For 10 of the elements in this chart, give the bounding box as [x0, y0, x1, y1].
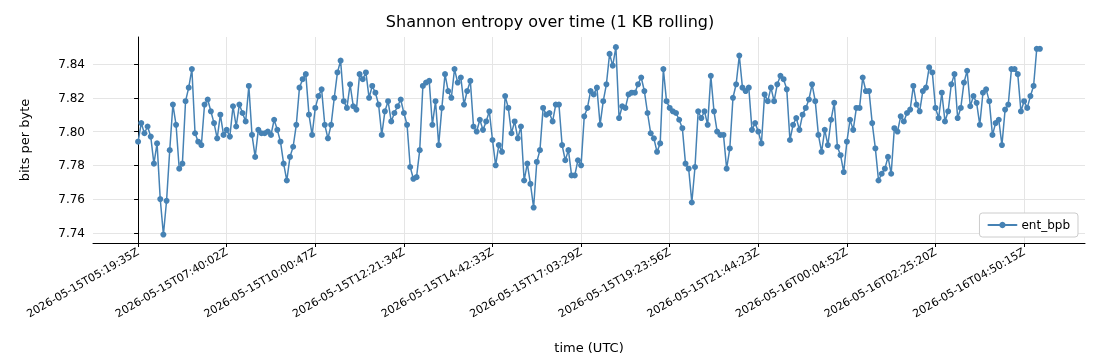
y-tick-label: 7.80 [58, 124, 85, 139]
y-axis-title: bits per byte [17, 98, 32, 182]
y-tick-label: 7.76 [58, 192, 85, 207]
y-tick-label: 7.74 [58, 225, 85, 240]
y-tick-label: 7.78 [58, 158, 85, 173]
x-axis-title: time (UTC) [554, 340, 624, 355]
legend-label: ent_bpb [1021, 218, 1070, 232]
y-tick-label: 7.84 [58, 57, 85, 72]
y-tick-label: 7.82 [58, 90, 85, 105]
chart-title: Shannon entropy over time (1 KB rolling) [385, 11, 715, 31]
